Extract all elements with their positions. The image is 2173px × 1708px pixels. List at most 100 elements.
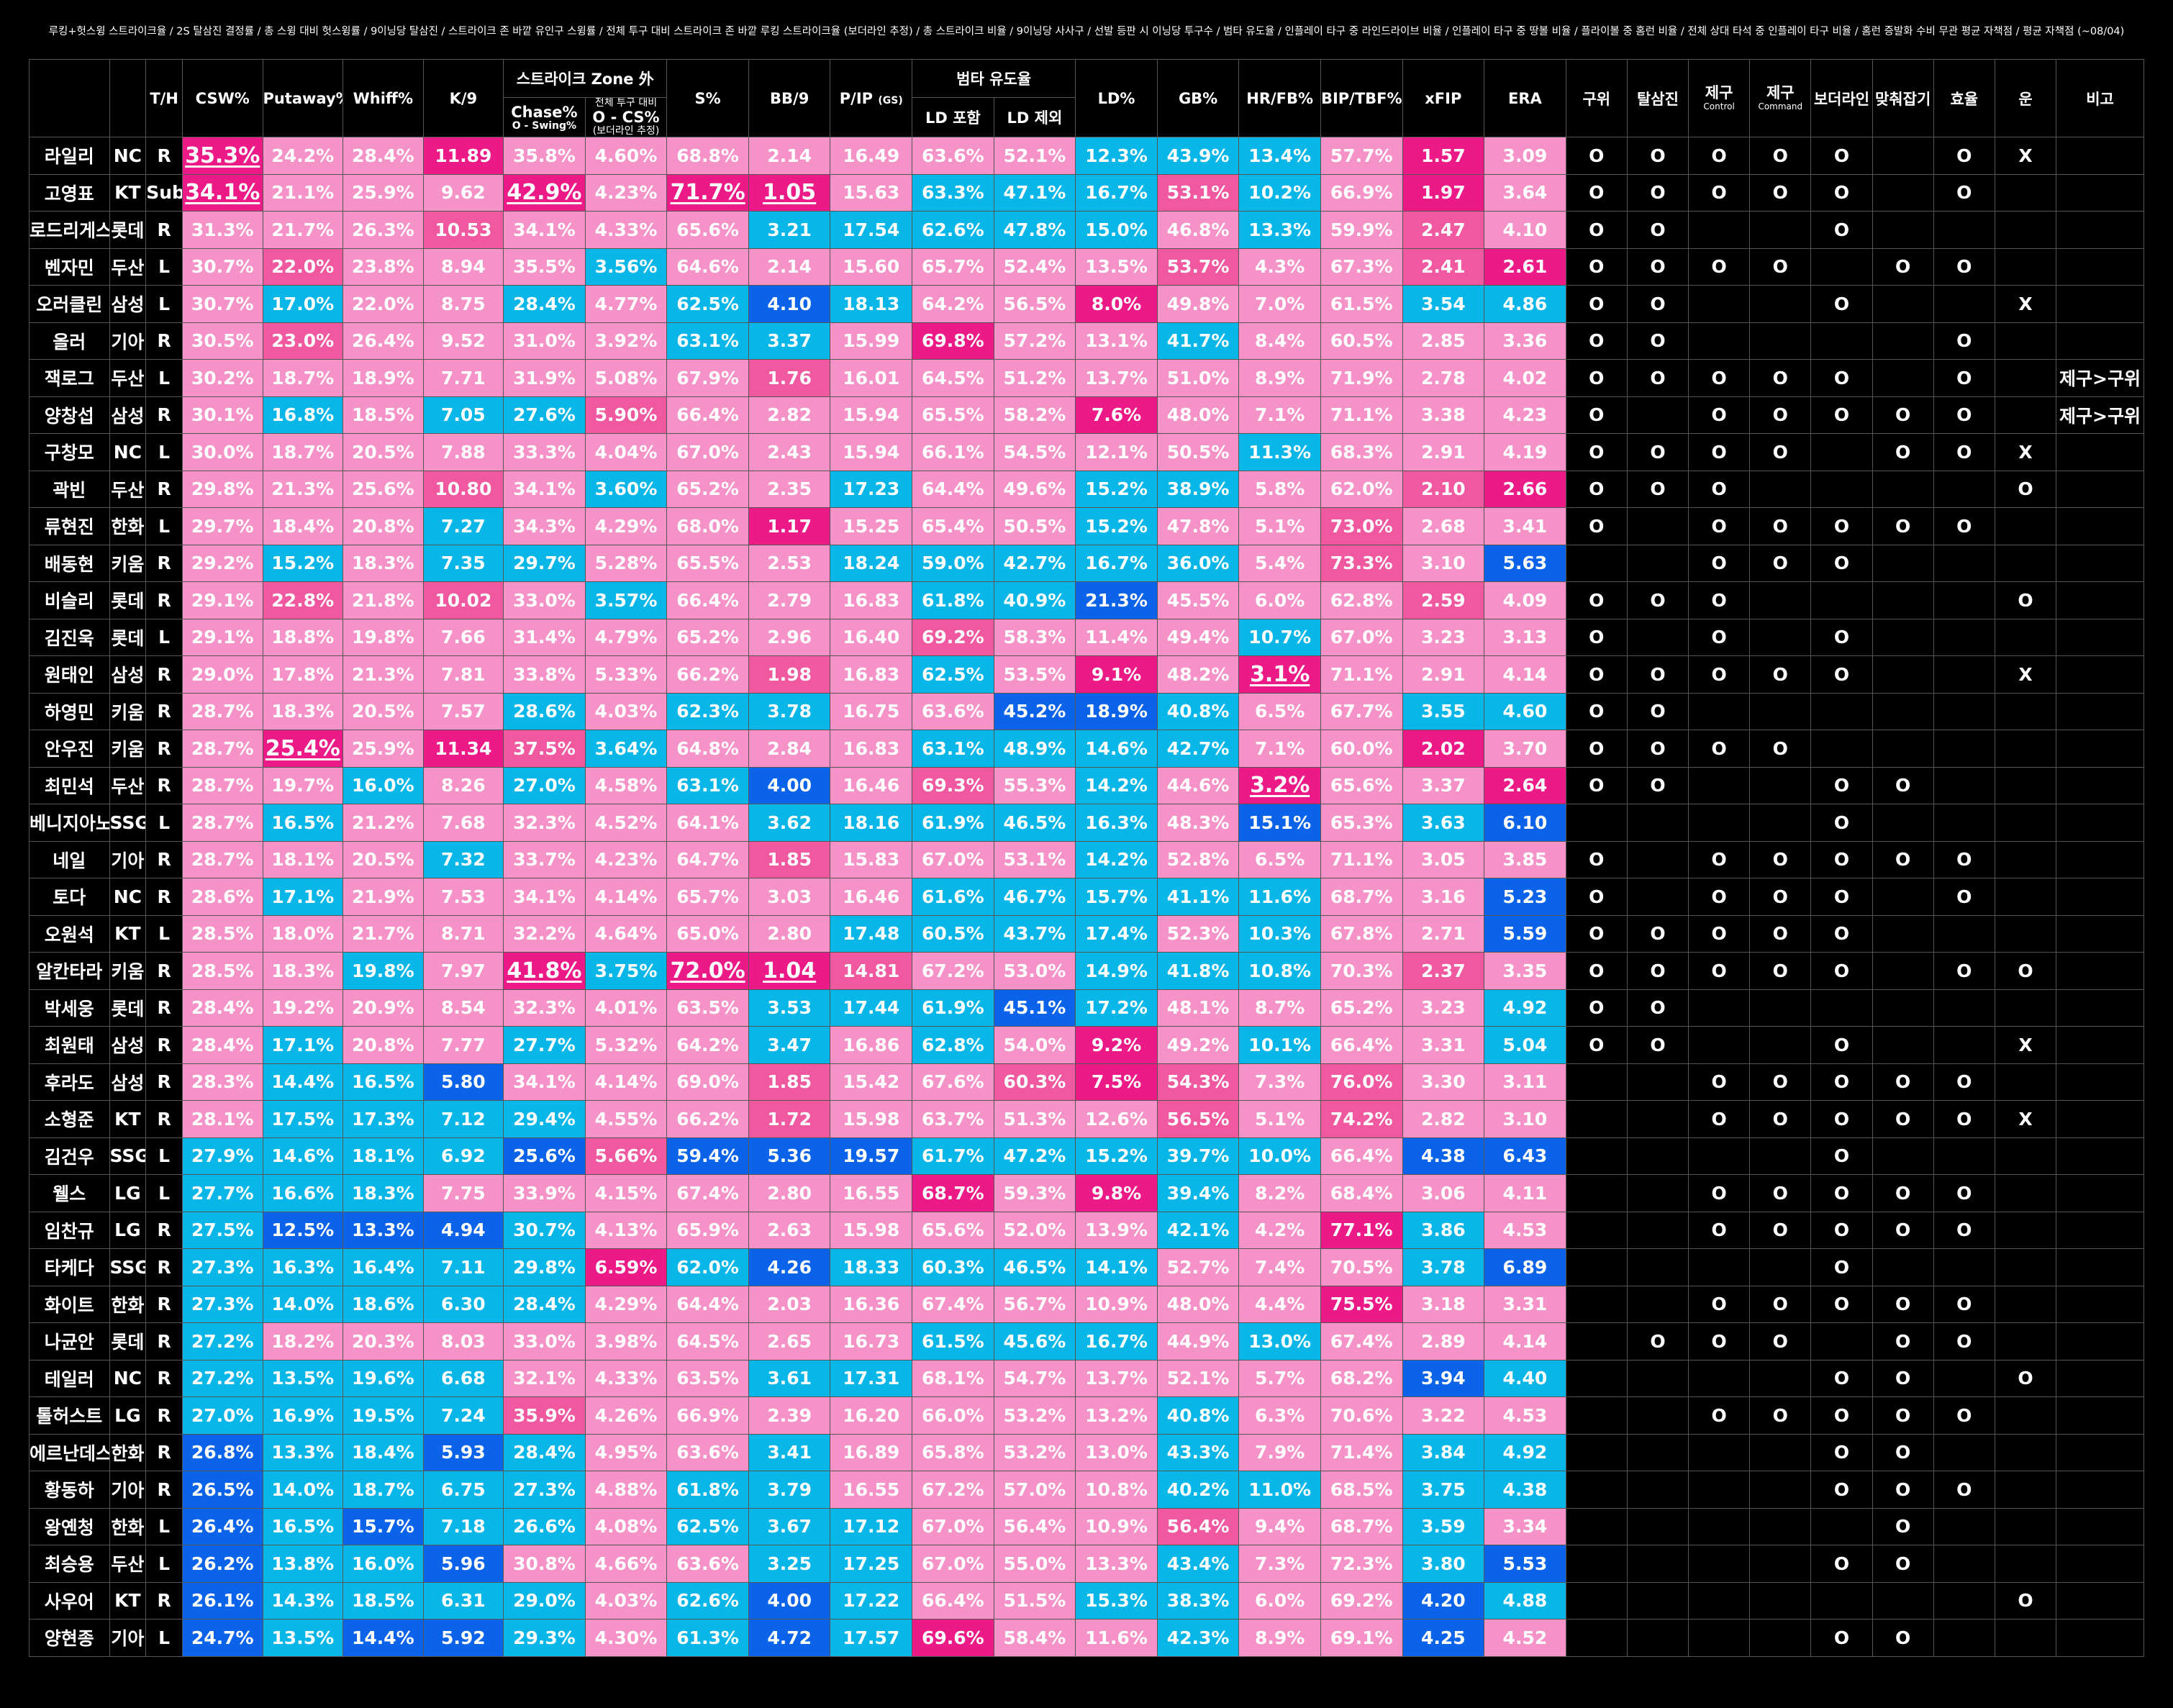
stat-cell: 62.5%	[912, 655, 994, 694]
stat-cell: 61.9%	[912, 804, 994, 842]
stat-cell: 16.5%	[262, 1507, 344, 1545]
throw-hand: R	[145, 766, 183, 804]
note-cell	[2056, 470, 2144, 508]
stat-value: 42.1%	[1166, 1219, 1230, 1241]
stat-cell: 65.7%	[666, 878, 749, 916]
stat-value: 9.8%	[1091, 1182, 1142, 1204]
stat-value: 25.9%	[351, 182, 414, 204]
stat-value: 2.78	[1420, 367, 1466, 389]
assessment-mark: O	[1626, 359, 1689, 397]
stat-value: 23.8%	[351, 256, 414, 278]
stat-cell: 42.9%	[503, 173, 586, 212]
stat-cell: 18.4%	[342, 1433, 424, 1471]
assessment-mark	[1994, 766, 2057, 804]
assessment-mark	[1994, 359, 2057, 397]
stat-cell: 16.36	[830, 1285, 913, 1323]
stat-cell: 56.4%	[1156, 1507, 1240, 1545]
pitcher-name: 나균안	[29, 1322, 110, 1361]
stat-value: 61.9%	[921, 997, 984, 1019]
table-row: 나균안 롯데 R 27.2% 18.2% 20.3% 8.03 33.0% 3.98% 64.5%…	[29, 1322, 2144, 1361]
assessment-mark: O	[1749, 1100, 1812, 1138]
stat-value: 33.3%	[513, 441, 576, 463]
stat-cell: 4.77%	[584, 285, 668, 323]
stat-value: 2.66	[1502, 478, 1548, 500]
throw-hand: L	[145, 507, 183, 545]
assessment-mark	[1872, 322, 1934, 360]
stat-cell: 28.6%	[503, 692, 586, 730]
stat-cell: 8.71	[422, 914, 504, 953]
assessment-mark: O	[1749, 544, 1812, 582]
stat-value: 4.03%	[594, 701, 658, 722]
stat-cell: 18.7%	[342, 1471, 424, 1509]
stat-cell: 7.11	[422, 1248, 504, 1286]
stat-value: 48.2%	[1166, 663, 1230, 685]
stat-cell: 59.0%	[912, 544, 994, 582]
stat-value: 61.6%	[921, 886, 984, 907]
stat-cell: 11.6%	[1238, 878, 1321, 916]
stat-value: 26.4%	[351, 330, 414, 352]
pitcher-name: 김진욱	[29, 618, 110, 656]
assessment-mark: O	[1872, 1396, 1934, 1435]
stat-cell: 21.8%	[342, 581, 424, 619]
stat-cell: 7.0%	[1238, 285, 1321, 323]
stat-cell: 14.0%	[262, 1285, 344, 1323]
stat-cell: 50.5%	[993, 507, 1076, 545]
stat-cell: 7.71	[422, 359, 504, 397]
stat-cell: 65.6%	[1320, 766, 1403, 804]
stat-value: 61.7%	[921, 1145, 984, 1167]
throw-hand: R	[145, 1248, 183, 1286]
assessment-mark	[1872, 878, 1934, 916]
stat-value: 28.4%	[191, 997, 254, 1019]
stat-value: 4.26	[767, 1256, 812, 1278]
stat-value: 34.1%	[513, 478, 576, 500]
stat-value: 4.52	[1502, 1627, 1548, 1648]
throw-hand: R	[145, 878, 183, 916]
stat-cell: 5.93	[422, 1433, 504, 1471]
stat-cell: 22.8%	[262, 581, 344, 619]
stat-cell: 33.0%	[503, 581, 586, 619]
stat-value: 35.5%	[513, 256, 576, 278]
assessment-mark: O	[1688, 1174, 1751, 1212]
stat-value: 7.9%	[1254, 1442, 1305, 1463]
stat-cell: 57.0%	[993, 1471, 1076, 1509]
stat-cell: 69.1%	[1320, 1619, 1403, 1657]
stat-value: 3.63	[1420, 812, 1466, 833]
table-body: 라일리 NC R 35.3% 24.2% 28.4% 11.89 35.8% 4.60% 68.8…	[29, 137, 2144, 1657]
stat-value: 15.1%	[1248, 812, 1312, 833]
note-cell	[2056, 1026, 2144, 1064]
assessment-mark	[1933, 989, 1995, 1027]
stat-cell: 17.4%	[1075, 914, 1158, 953]
team-name: SSG	[109, 1248, 147, 1286]
stat-cell: 16.5%	[342, 1063, 424, 1101]
stat-value: 29.0%	[191, 663, 254, 685]
stat-value: 42.9%	[507, 180, 582, 206]
assessment-mark	[1565, 1619, 1628, 1657]
stat-value: 19.57	[843, 1145, 900, 1167]
stat-value: 4.38	[1502, 1478, 1548, 1500]
stat-value: 21.1%	[271, 182, 335, 204]
stat-value: 3.54	[1420, 293, 1466, 314]
stat-value: 7.3%	[1254, 1071, 1305, 1093]
stat-cell: 41.8%	[1156, 952, 1240, 990]
stat-value: 61.3%	[676, 1627, 739, 1648]
stat-cell: 6.10	[1484, 804, 1566, 842]
stat-cell: 12.3%	[1075, 137, 1158, 175]
stat-cell: 3.37	[1402, 766, 1485, 804]
stat-value: 17.1%	[271, 886, 335, 907]
stat-cell: 8.9%	[1238, 1619, 1321, 1657]
assessment-mark: O	[1810, 914, 1873, 953]
stat-cell: 4.29%	[584, 507, 668, 545]
stat-cell: 62.6%	[666, 1581, 749, 1620]
table-row: 오러클린 삼성 L 30.7% 17.0% 22.0% 8.75 28.4% 4.77% 62.5…	[29, 285, 2144, 323]
stat-value: 68.8%	[676, 145, 739, 166]
stat-value: 27.7%	[513, 1034, 576, 1055]
stat-value: 9.1%	[1091, 663, 1142, 685]
stat-value: 34.1%	[185, 180, 260, 206]
stat-value: 45.2%	[1003, 701, 1066, 722]
table-row: 사우어 KT R 26.1% 14.3% 18.5% 6.31 29.0% 4.03% 62.6%…	[29, 1581, 2144, 1620]
assessment-mark: X	[1994, 1026, 2057, 1064]
assessment-mark	[1810, 247, 1873, 286]
stat-cell: 19.57	[830, 1137, 913, 1175]
stat-value: 62.3%	[676, 701, 739, 722]
stat-value: 54.3%	[1166, 1071, 1230, 1093]
